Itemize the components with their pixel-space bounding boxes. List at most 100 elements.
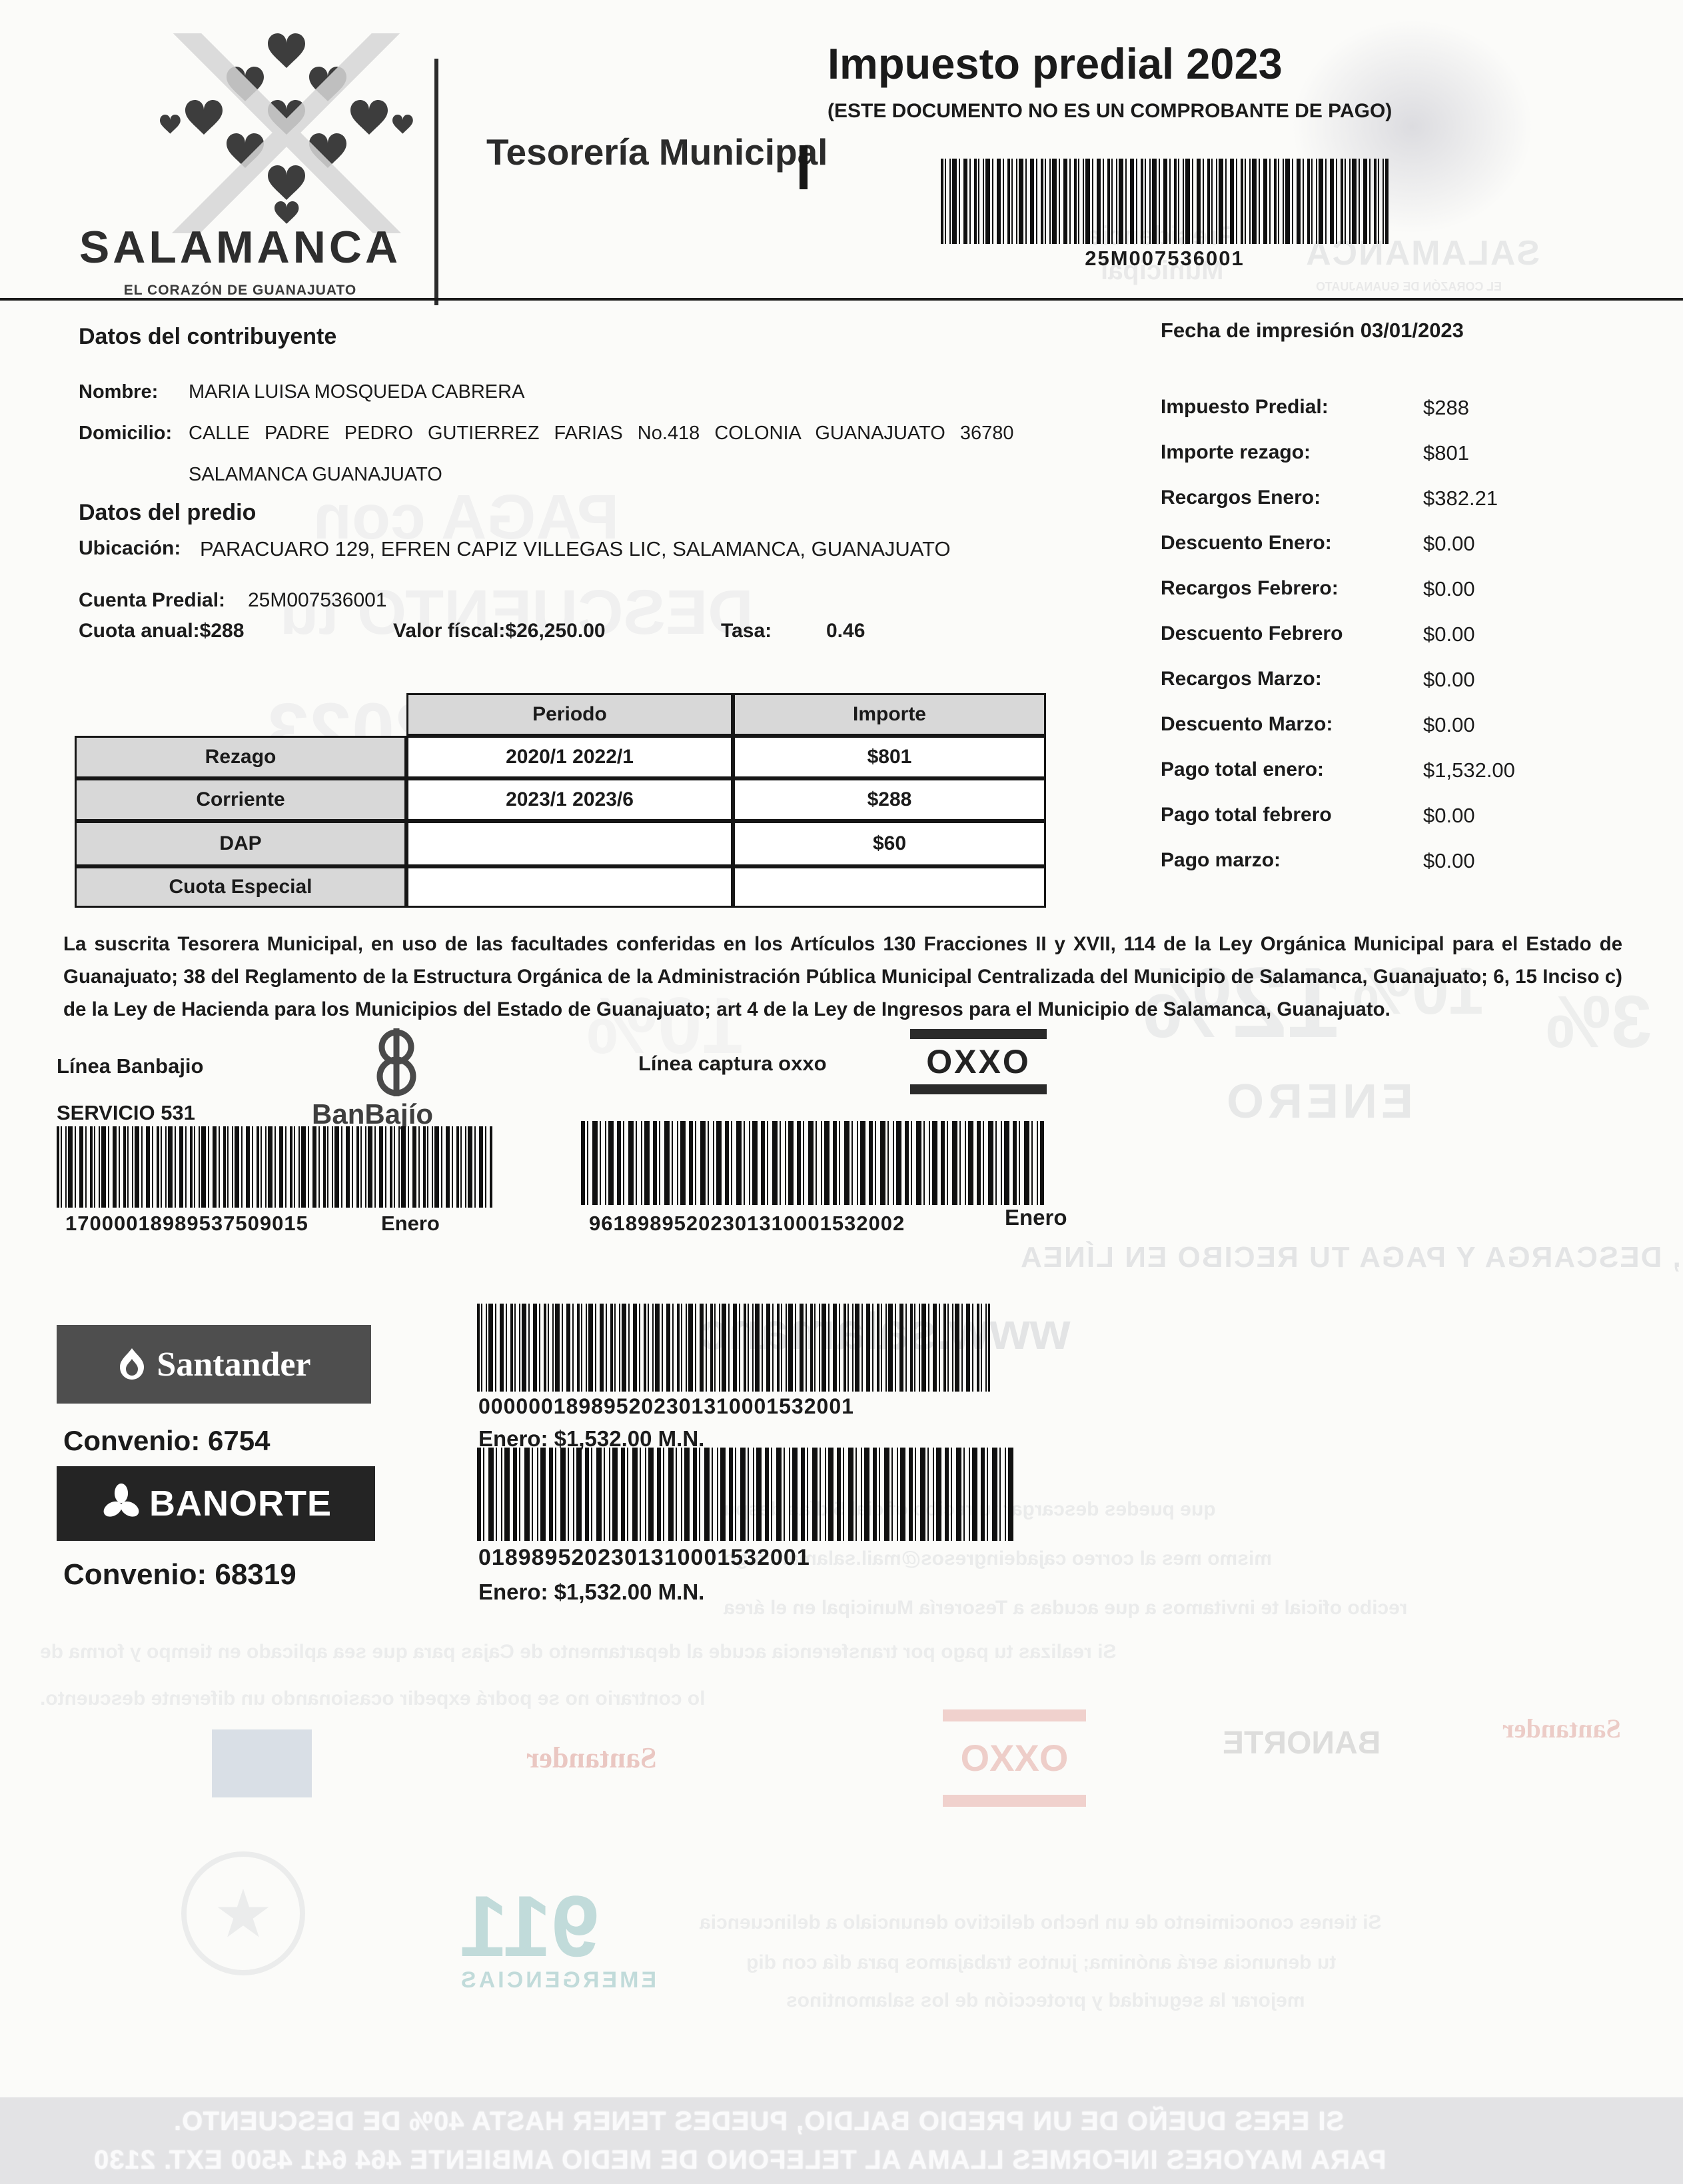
cuenta-label: Cuenta Predial:: [79, 589, 226, 611]
resumen-row: Pago marzo: $0.00: [1161, 849, 1475, 872]
header-divider: [434, 59, 438, 305]
banorte-convenio: Convenio: 68319: [63, 1558, 296, 1592]
header-rule: [0, 298, 1683, 301]
valor-label: Valor físcal:: [393, 620, 506, 642]
resumen-value: $0.00: [1423, 804, 1475, 827]
print-date-value: 03/01/2023: [1360, 319, 1464, 342]
resumen-row: Descuento Febrero $0.00: [1161, 622, 1475, 646]
banorte-propeller-icon: [103, 1483, 139, 1517]
barcode-banbajio: [57, 1126, 493, 1208]
valor-value: $26,250.00: [505, 620, 606, 642]
resumen-label: Recargos Marzo:: [1161, 668, 1322, 690]
cuota-value: $288: [199, 620, 245, 642]
print-date: Fecha de impresión 03/01/2023: [1161, 319, 1464, 343]
barcode-banorte: [477, 1448, 1017, 1541]
barcode-oxxo-number: 96189895202301310001532002: [589, 1212, 905, 1235]
resumen-value: $1,532.00: [1423, 758, 1515, 782]
ubicacion-label: Ubicación:: [79, 537, 181, 559]
nombre-value: MARIA LUISA MOSQUEDA CABRERA: [189, 381, 525, 403]
police-star-icon: ★: [181, 1851, 305, 1975]
santander-importe: Enero: $1,532.00 M.N.: [478, 1426, 705, 1451]
domicilio-value-line2: SALAMANCA GUANAJUATO: [189, 464, 442, 485]
salamanca-logo-icon: [160, 15, 413, 251]
santander-convenio: Convenio: 6754: [63, 1425, 270, 1457]
resumen-row: Descuento Marzo: $0.00: [1161, 713, 1475, 736]
barcode-oxxo: [581, 1121, 1044, 1205]
resumen-value: $0.00: [1423, 622, 1475, 646]
section-title-contribuyente: Datos del contribuyente: [79, 324, 337, 349]
doc-title: Impuesto predial 2023: [828, 39, 1283, 88]
resumen-label: Impuesto Predial:: [1161, 396, 1329, 418]
barcode-banorte-number: 0189895202301310001532001: [478, 1545, 810, 1570]
resumen-label: Pago marzo:: [1161, 849, 1281, 871]
cuota-label: Cuota anual:: [79, 620, 200, 642]
col-header-importe: Importe: [733, 693, 1046, 736]
resumen-row: Importe rezago: $801: [1161, 441, 1469, 465]
barcode-banbajio-number: 17000018989537509015: [65, 1212, 308, 1235]
barcode-santander: [477, 1304, 990, 1392]
department-title: Tesorería Municipal: [486, 131, 828, 173]
resumen-label: Importe rezago:: [1161, 441, 1311, 463]
cuenta-value: 25M007536001: [248, 589, 387, 611]
resumen-value: $801: [1423, 441, 1469, 465]
servicio-label: SERVICIO 531: [57, 1101, 195, 1124]
print-date-label: Fecha de impresión: [1161, 319, 1355, 342]
row-dap-periodo: [406, 821, 733, 866]
resumen-value: $382.21: [1423, 487, 1498, 510]
banorte-logo: BANORTE: [57, 1466, 375, 1541]
row-dap-concepto: DAP: [75, 821, 406, 866]
barcode-santander-number: 000000189895202301310001532001: [478, 1394, 854, 1418]
ubicacion-value: PARACUARO 129, EFREN CAPIZ VILLEGAS LIC,…: [200, 537, 951, 560]
periodos-table: Periodo Importe Rezago 2020/1 2022/1 $80…: [75, 693, 1046, 908]
barcode-oxxo-month: Enero: [1005, 1205, 1067, 1230]
banbajio-glyph-icon: [376, 1028, 416, 1096]
resumen-label: Descuento Enero:: [1161, 532, 1332, 554]
banbajio-logo: [360, 1025, 433, 1103]
resumen-label: Recargos Enero:: [1161, 487, 1321, 509]
ghost-blue-logo: [212, 1729, 312, 1797]
banorte-convenio-value: 68319: [215, 1558, 296, 1591]
footer-line-2: PARA MAYORES INFORMES LLAMA AL TELEFONO …: [93, 2145, 1387, 2175]
row-cuota-especial-periodo: [406, 866, 733, 908]
santander-convenio-value: 6754: [208, 1425, 271, 1456]
santander-flame-icon: [120, 1348, 145, 1380]
oxxo-linea-label: Línea captura oxxo: [638, 1052, 827, 1075]
resumen-row: Pago total enero: $1,532.00: [1161, 758, 1515, 782]
row-rezago-importe: $801: [733, 736, 1046, 778]
account-barcode: [941, 159, 1389, 244]
row-corriente-importe: $288: [733, 778, 1046, 821]
resumen-value: $0.00: [1423, 713, 1475, 736]
banorte-wordmark: BANORTE: [149, 1484, 332, 1524]
oxxo-logo: OXXO: [910, 1029, 1047, 1094]
banorte-convenio-label: Convenio:: [63, 1558, 207, 1591]
row-rezago-concepto: Rezago: [75, 736, 406, 778]
table-corner-empty: [75, 693, 406, 736]
brand-tagline: EL CORAZÓN DE GUANAJUATO: [123, 283, 357, 298]
section-title-predio: Datos del predio: [79, 500, 257, 525]
footer-band: SI ERES DUEÑO DE UN PREDIO BALDIO, PUEDE…: [0, 2097, 1683, 2184]
resumen-row: Impuesto Predial: $288: [1161, 396, 1469, 419]
oxxo-top-bar: [910, 1029, 1047, 1039]
account-barcode-label: 25M007536001: [1085, 247, 1245, 270]
resumen-label: Descuento Marzo:: [1161, 713, 1333, 735]
santander-convenio-label: Convenio:: [63, 1425, 201, 1456]
col-header-periodo: Periodo: [406, 693, 733, 736]
resumen-value: $288: [1423, 396, 1469, 419]
domicilio-value-line1: CALLE PADRE PEDRO GUTIERREZ FARIAS No.41…: [189, 423, 1014, 444]
resumen-value: $0.00: [1423, 668, 1475, 691]
resumen-label: Recargos Febrero:: [1161, 577, 1339, 599]
banorte-importe: Enero: $1,532.00 M.N.: [478, 1580, 705, 1604]
santander-logo: Santander: [57, 1325, 371, 1404]
resumen-label: Pago total enero:: [1161, 758, 1325, 780]
salamanca-logo: [160, 15, 413, 251]
nombre-label: Nombre:: [79, 381, 159, 403]
footer-line-1: SI ERES DUEÑO DE UN PREDIO BALDIO, PUEDE…: [173, 2107, 1345, 2136]
legal-text: La suscrita Tesorera Municipal, en uso d…: [63, 933, 1622, 1020]
row-cuota-especial-concepto: Cuota Especial: [75, 866, 406, 908]
oxxo-wordmark: OXXO: [926, 1043, 1031, 1080]
doc-subtitle: (ESTE DOCUMENTO NO ES UN COMPROBANTE DE …: [828, 100, 1393, 122]
resumen-value: $0.00: [1423, 532, 1475, 555]
row-corriente-concepto: Corriente: [75, 778, 406, 821]
barcode-banbajio-month: Enero: [381, 1212, 440, 1235]
